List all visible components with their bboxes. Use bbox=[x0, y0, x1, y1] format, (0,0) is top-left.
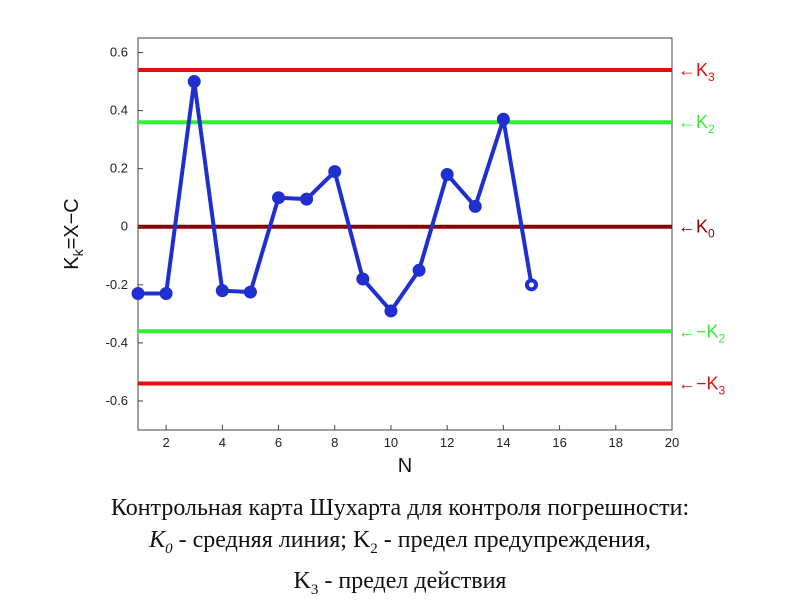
k0-symbol: K0 bbox=[149, 527, 173, 557]
y-axis-label-sub: k bbox=[70, 248, 86, 256]
y-tick-label-4: -0.2 bbox=[106, 277, 128, 292]
data-point-1 bbox=[159, 287, 173, 301]
x-tick-label-8: 18 bbox=[609, 435, 623, 450]
x-tick-label-6: 14 bbox=[496, 435, 510, 450]
x-tick-label-3: 8 bbox=[331, 435, 338, 450]
reference-lines bbox=[138, 67, 672, 386]
data-point-13 bbox=[496, 112, 510, 126]
reference-label-main-2: ←K bbox=[678, 217, 708, 237]
reference-label-sub-3: 2 bbox=[719, 331, 726, 345]
y-tick-label-0: 0.6 bbox=[110, 45, 128, 60]
reference-label-main-3: ←−K bbox=[678, 321, 719, 341]
x-axis-ticks: 2 4 6 8 10 12 14 16 18 20 bbox=[162, 425, 679, 450]
k3-description: - предел действия bbox=[318, 567, 507, 594]
data-point-11 bbox=[440, 167, 454, 181]
reference-label-1: ←K2 bbox=[678, 112, 715, 136]
data-series bbox=[131, 75, 538, 318]
k3-main: K bbox=[293, 567, 311, 594]
y-tick-label-3: 0 bbox=[121, 219, 128, 234]
reference-label-sub-0: 3 bbox=[708, 70, 715, 84]
k0-sub: 0 bbox=[165, 540, 173, 557]
data-point-12 bbox=[468, 199, 482, 213]
x-tick-label-1: 4 bbox=[219, 435, 226, 450]
reference-label-3: ←−K2 bbox=[678, 321, 726, 345]
data-point-5 bbox=[272, 191, 286, 205]
reference-label-sub-4: 3 bbox=[719, 384, 726, 398]
x-tick-label-0: 2 bbox=[162, 435, 169, 450]
reference-label-4: ←−K3 bbox=[678, 374, 726, 398]
x-tick-label-4: 10 bbox=[384, 435, 398, 450]
caption-line-3: K3 - предел действия bbox=[0, 565, 800, 606]
reference-labels: ←K3←K2←K0←−K2←−K3 bbox=[678, 60, 726, 398]
caption-line-2: K0 - средняя линия; K2 - предел предупре… bbox=[0, 524, 800, 565]
y-axis-label-rest: =X−C bbox=[61, 198, 83, 249]
y-axis-ticks: 0.6 0.4 0.2 0 -0.2 -0.4 -0.6 bbox=[106, 45, 143, 408]
x-tick-label-7: 16 bbox=[552, 435, 566, 450]
reference-label-main-0: ←K bbox=[678, 60, 708, 80]
reference-label-2: ←K0 bbox=[678, 217, 715, 241]
data-point-0 bbox=[131, 287, 145, 301]
k2-sub: 2 bbox=[370, 540, 378, 557]
data-point-10 bbox=[412, 263, 426, 277]
k0-description: - средняя линия; bbox=[172, 527, 353, 553]
data-point-4 bbox=[243, 285, 257, 299]
reference-label-main-4: ←−K bbox=[678, 374, 719, 394]
data-point-2 bbox=[187, 75, 201, 89]
y-axis-label-main: K bbox=[61, 256, 83, 270]
y-tick-label-1: 0.4 bbox=[110, 103, 128, 118]
data-point-9 bbox=[384, 304, 398, 318]
y-tick-label-6: -0.6 bbox=[106, 393, 128, 408]
k3-sub: 3 bbox=[310, 581, 319, 598]
k2-main: K bbox=[352, 527, 371, 553]
reference-label-main-1: ←K bbox=[678, 112, 708, 132]
x-tick-label-9: 20 bbox=[665, 435, 679, 450]
reference-label-sub-2: 0 bbox=[708, 227, 715, 241]
x-tick-label-5: 12 bbox=[440, 435, 454, 450]
x-axis-label: N bbox=[398, 455, 412, 477]
data-point-6 bbox=[300, 192, 314, 206]
y-tick-label-2: 0.2 bbox=[110, 161, 128, 176]
data-point-7 bbox=[328, 165, 342, 179]
data-point-8 bbox=[356, 272, 370, 286]
chart-caption: Контрольная карта Шухарта для контроля п… bbox=[0, 492, 800, 606]
y-tick-label-5: -0.4 bbox=[106, 335, 128, 350]
control-chart: 2 4 6 8 10 12 14 16 18 20 0.60.40.20-0.2-0.4-0.6 … bbox=[61, 37, 726, 477]
k0-main: K bbox=[149, 527, 166, 553]
reference-label-0: ←K3 bbox=[678, 60, 715, 84]
data-point-3 bbox=[215, 284, 229, 298]
caption-line-1: Контрольная карта Шухарта для контроля п… bbox=[110, 495, 690, 521]
plot-area bbox=[137, 37, 673, 431]
reference-label-sub-1: 2 bbox=[708, 122, 715, 136]
last-point-center bbox=[528, 282, 534, 288]
k2-description: - предел предупреждения, bbox=[377, 527, 651, 553]
y-axis-label: Kk=X−C bbox=[61, 198, 86, 270]
x-tick-label-2: 6 bbox=[275, 435, 282, 450]
